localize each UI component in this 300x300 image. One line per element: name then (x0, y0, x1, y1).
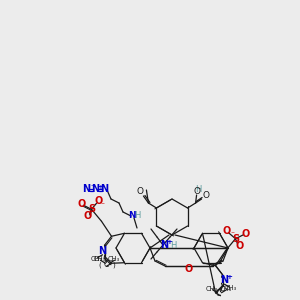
Text: S: S (232, 234, 239, 244)
Text: CH₃: CH₃ (219, 286, 232, 292)
Text: H: H (134, 212, 140, 220)
Text: +: + (226, 274, 232, 280)
Text: CH₃: CH₃ (107, 256, 120, 262)
Text: C: C (104, 260, 109, 269)
Text: O: O (137, 188, 144, 196)
Text: H: H (195, 184, 202, 194)
Text: N: N (82, 184, 90, 194)
Text: O: O (83, 211, 92, 221)
Text: CH₃: CH₃ (206, 286, 218, 292)
Text: ⁻: ⁻ (100, 200, 104, 209)
Text: O: O (236, 241, 244, 251)
Text: O: O (202, 190, 209, 200)
Text: +: + (166, 239, 172, 245)
Text: N: N (98, 246, 106, 256)
Text: N: N (91, 184, 99, 194)
Text: N: N (128, 211, 136, 220)
Text: ⁻: ⁻ (90, 184, 94, 190)
Text: S: S (88, 204, 95, 214)
Text: H: H (170, 241, 176, 250)
Text: CH₃: CH₃ (90, 256, 103, 262)
Text: O: O (77, 199, 86, 209)
Text: ⁻: ⁻ (230, 229, 235, 238)
Text: CH₃: CH₃ (224, 285, 237, 291)
Text: O: O (242, 229, 250, 239)
Text: N: N (220, 275, 229, 285)
Text: N: N (100, 184, 108, 194)
Text: ): ) (112, 261, 115, 268)
Text: C: C (216, 289, 221, 298)
Text: O: O (94, 196, 103, 206)
Text: CH₃: CH₃ (93, 256, 106, 262)
Text: O: O (222, 226, 231, 236)
Text: O: O (193, 188, 200, 196)
Text: (: ( (98, 261, 101, 268)
Text: +: + (97, 184, 103, 190)
Text: N: N (160, 240, 168, 250)
Text: O: O (185, 264, 193, 274)
